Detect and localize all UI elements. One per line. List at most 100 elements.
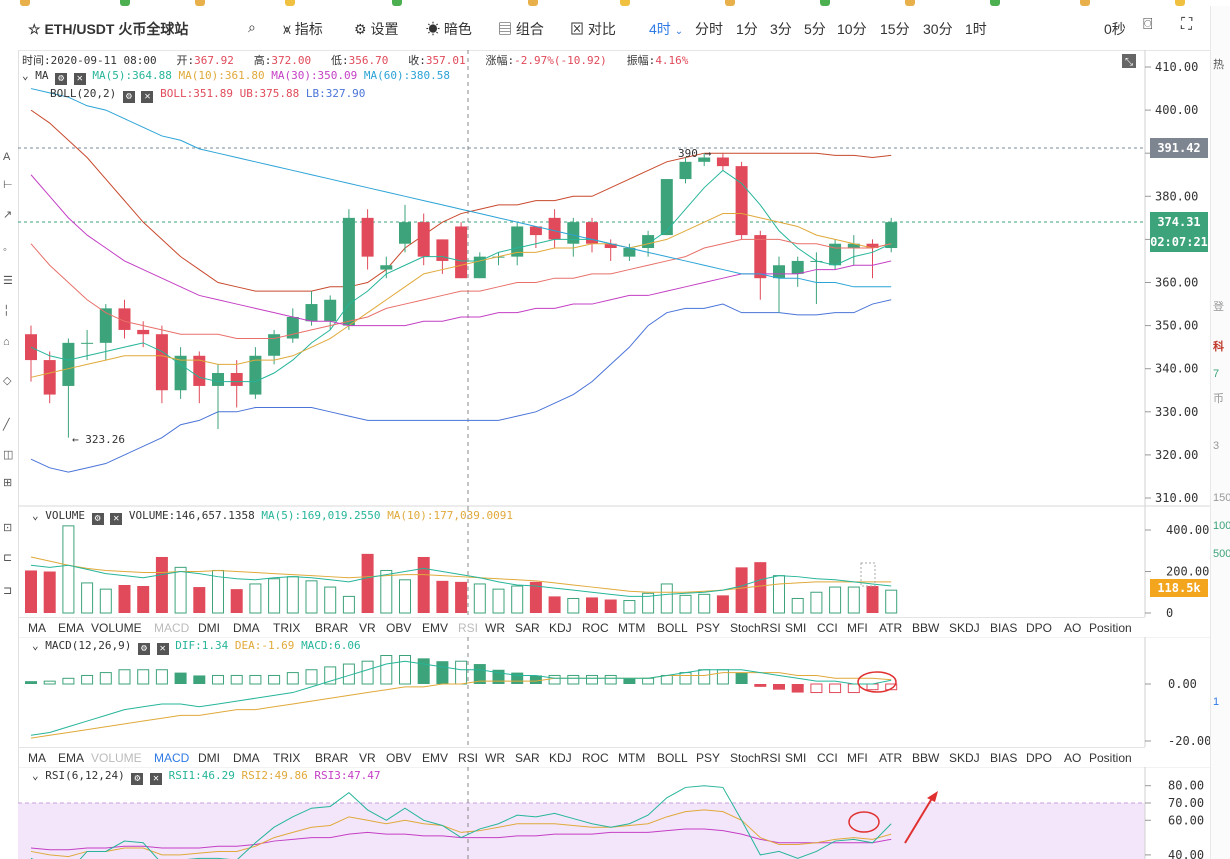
tab-indicator-vr[interactable]: VR [359,751,376,765]
close-icon[interactable]: ✕ [73,73,86,85]
tab-indicator-volume[interactable]: VOLUME [91,751,142,765]
draw-tool-icon[interactable]: ⊡ [3,522,13,534]
expand-icon[interactable] [1122,54,1136,68]
tab-indicator-skdj[interactable]: SKDJ [949,751,980,765]
indicators-button[interactable]: ⩙ 指标 [283,19,323,39]
tab-indicator-trix[interactable]: TRIX [273,751,301,765]
tab-indicator-mfi[interactable]: MFI [847,621,868,635]
tab-indicator-smi[interactable]: SMI [785,621,807,635]
tab-indicator-vr[interactable]: VR [359,621,376,635]
tab-indicator-obv[interactable]: OBV [386,751,412,765]
camera-icon[interactable]: ⌼ [1143,16,1153,33]
draw-tool-icon[interactable]: ╱ [3,419,10,431]
tab-indicator-macd[interactable]: MACD [154,621,190,635]
rsi-collapse-icon[interactable]: ⌄ [32,769,39,782]
tab-timeframe-10m[interactable]: 10分 [837,21,867,37]
draw-tool-icon[interactable]: A [3,151,11,163]
tab-timeframe-1m[interactable]: 1分 [736,21,758,37]
theme-button[interactable]: ☀ 暗色 [426,19,472,39]
tab-indicator-roc[interactable]: ROC [582,751,609,765]
tab-indicator-mtm[interactable]: MTM [618,751,646,765]
draw-tool-icon[interactable]: ◦ [3,244,7,256]
tab-indicator-position[interactable]: Position [1089,621,1132,635]
gear-icon[interactable]: ⚙ [91,513,104,525]
tab-timeframe-tick[interactable]: 分时 [695,21,723,37]
tab-indicator-mfi[interactable]: MFI [847,751,868,765]
draw-tool-icon[interactable]: ⊞ [3,477,13,489]
tab-indicator-ma[interactable]: MA [28,751,46,765]
tab-indicator-emv[interactable]: EMV [422,621,449,635]
tab-indicator-dmi[interactable]: DMI [198,621,220,635]
draw-tool-icon[interactable]: ◇ [3,375,12,387]
tab-indicator-stochrsi[interactable]: StochRSI [730,621,781,635]
tab-indicator-bbw[interactable]: BBW [912,621,940,635]
tab-indicator-psy[interactable]: PSY [696,621,721,635]
search-icon[interactable]: ⌕ [248,19,256,35]
tab-indicator-ao[interactable]: AO [1064,621,1082,635]
close-icon[interactable]: ✕ [156,643,169,655]
tab-timeframe-1h[interactable]: 1时 [965,21,987,37]
tab-indicator-stochrsi[interactable]: StochRSI [730,751,781,765]
tab-indicator-wr[interactable]: WR [485,751,505,765]
gear-icon[interactable]: ⚙ [131,773,144,785]
tab-indicator-volume[interactable]: VOLUME [91,621,142,635]
tab-indicator-atr[interactable]: ATR [879,751,903,765]
tab-indicator-obv[interactable]: OBV [386,621,412,635]
tab-indicator-kdj[interactable]: KDJ [549,751,572,765]
tab-indicator-brar[interactable]: BRAR [315,621,349,635]
star-icon[interactable]: ☆ [28,21,41,37]
tab-indicator-bbw[interactable]: BBW [912,751,940,765]
tab-indicator-wr[interactable]: WR [485,621,505,635]
tab-indicator-ma[interactable]: MA [28,621,46,635]
tab-indicator-bias[interactable]: BIAS [990,621,1018,635]
volume-collapse-icon[interactable]: ⌄ [32,509,39,522]
tab-indicator-skdj[interactable]: SKDJ [949,621,980,635]
tab-indicator-dmi[interactable]: DMI [198,751,220,765]
tab-indicator-mtm[interactable]: MTM [618,621,646,635]
pair-selector[interactable]: ☆ ETH/USDT 火币全球站 [28,19,188,39]
tab-indicator-ema[interactable]: EMA [58,751,85,765]
rsi-chart[interactable]: 80.00 70.00 60.00 40.00 [18,767,1210,859]
tab-indicator-sar[interactable]: SAR [515,621,540,635]
settings-button[interactable]: ⚙ 设置 [354,19,398,39]
ma-collapse-icon[interactable]: ⌄ [22,69,29,82]
tab-indicator-dpo[interactable]: DPO [1026,621,1053,635]
tab-indicator-smi[interactable]: SMI [785,751,807,765]
tab-timeframe-3m[interactable]: 3分 [770,21,792,37]
tab-indicator-emv[interactable]: EMV [422,751,449,765]
draw-tool-icon[interactable]: ⌂ [3,336,10,348]
macd-chart[interactable]: 0.00 -20.00 [18,637,1210,747]
close-icon[interactable]: ✕ [149,773,162,785]
tab-indicator-psy[interactable]: PSY [696,751,721,765]
tab-indicator-ema[interactable]: EMA [58,621,85,635]
close-icon[interactable]: ✕ [141,91,154,103]
tab-timeframe-5m[interactable]: 5分 [804,21,826,37]
tab-indicator-dma[interactable]: DMA [233,751,260,765]
gear-icon[interactable]: ⚙ [122,91,135,103]
price-chart[interactable]: 410.00400.00390.00380.00370.00360.00350.… [18,50,1210,507]
tab-indicator-rsi[interactable]: RSI [458,621,479,635]
combine-button[interactable]: ▤ 组合 [498,19,544,39]
tab-indicator-sar[interactable]: SAR [515,751,540,765]
tab-indicator-brar[interactable]: BRAR [315,751,349,765]
macd-collapse-icon[interactable]: ⌄ [32,639,39,652]
compare-button[interactable]: ⊠ 对比 [570,19,616,39]
tab-indicator-dpo[interactable]: DPO [1026,751,1053,765]
draw-tool-icon[interactable]: ⊏ [3,552,13,564]
draw-tool-icon[interactable]: ╎ [3,305,10,317]
tab-indicator-macd[interactable]: MACD [154,751,190,765]
draw-tool-icon[interactable]: ↗ [3,209,13,221]
gear-icon[interactable]: ⚙ [55,73,68,85]
tab-indicator-boll[interactable]: BOLL [657,751,688,765]
tab-indicator-position[interactable]: Position [1089,751,1132,765]
draw-tool-icon[interactable]: ☰ [3,275,13,287]
tab-indicator-roc[interactable]: ROC [582,621,609,635]
tab-indicator-bias[interactable]: BIAS [990,751,1018,765]
draw-tool-icon[interactable]: ⊐ [3,585,13,597]
tab-timeframe-15m[interactable]: 15分 [880,21,910,37]
tab-indicator-kdj[interactable]: KDJ [549,621,572,635]
tab-timeframe-30m[interactable]: 30分 [923,21,953,37]
close-icon[interactable]: ✕ [110,513,123,525]
tab-indicator-cci[interactable]: CCI [817,621,838,635]
tab-indicator-trix[interactable]: TRIX [273,621,301,635]
